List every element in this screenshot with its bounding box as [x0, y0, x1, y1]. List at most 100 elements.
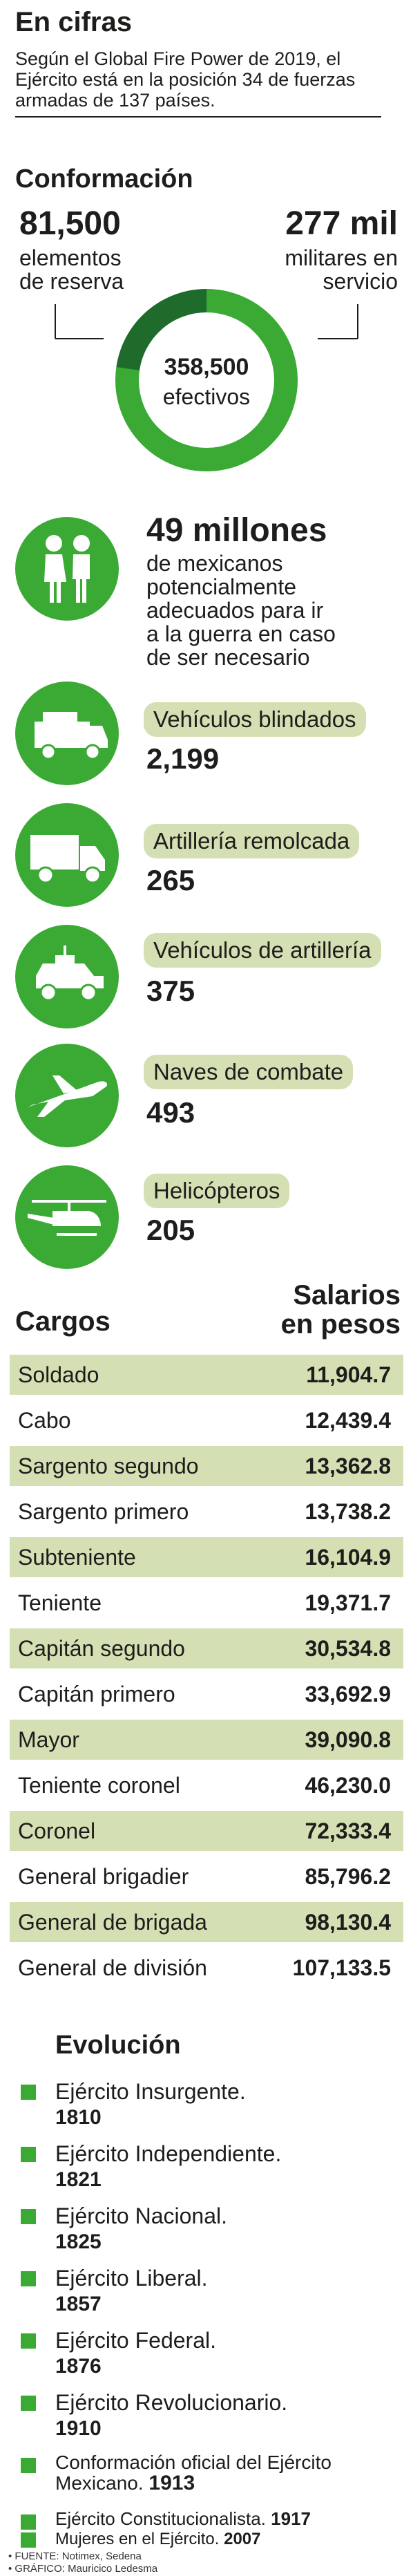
timeline-item: Mujeres en el Ejército. 2007 [21, 2530, 407, 2550]
equipment-count-armored: 2,199 [146, 742, 220, 775]
page-title: En cifras [15, 7, 132, 37]
timeline-year: 1910 [55, 2417, 102, 2440]
credit-note: • GRÁFICO: Mauricico Ledesma [8, 2563, 158, 2575]
salary-rank: General de brigada [18, 1910, 207, 1935]
evolucion-heading: Evolución [55, 2031, 181, 2060]
salary-value: 72,333.4 [305, 1818, 391, 1843]
reserve-label-1: elementos [19, 245, 122, 270]
timeline-text: Mujeres en el Ejército. [55, 2530, 220, 2548]
bullet-square [21, 2147, 36, 2162]
population-line-1: de mexicanos [146, 551, 283, 576]
equipment-count-helicopter: 205 [146, 1214, 195, 1246]
salary-value: 39,090.8 [305, 1727, 391, 1752]
total-label: efectivos [162, 384, 251, 409]
equipment-label-towed: Artillería remolcada [144, 824, 360, 858]
equipment-label-armored: Vehículos blindados [144, 702, 366, 737]
timeline-text: Ejército Revolucionario. [55, 2390, 288, 2415]
salary-row: Capitán primero 33,692.9 [10, 1674, 403, 1714]
salary-row: Sargento primero 13,738.2 [10, 1492, 403, 1532]
timeline-text: Ejército Federal. [55, 2328, 216, 2353]
bullet-square [21, 2532, 36, 2548]
timeline-text: Ejército Insurgente. [55, 2079, 246, 2104]
conformacion-heading: Conformación [15, 164, 193, 194]
timeline-text: Ejército Nacional. [55, 2203, 227, 2228]
divider [15, 116, 381, 117]
salary-row: Soldado 11,904.7 [10, 1355, 403, 1395]
helicopter-icon [15, 1165, 119, 1269]
population-line-5: de ser necesario [146, 645, 310, 670]
timeline-text: Ejército Independiente. [55, 2141, 282, 2166]
timeline-item: Ejército Insurgente. 1810 [21, 2079, 407, 2134]
equipment-count-aircraft: 493 [146, 1096, 195, 1129]
salary-row: General de división 107,133.5 [10, 1948, 403, 1988]
population-line-3: adecuados para ir [146, 598, 324, 623]
reserve-value: 81,500 [19, 205, 121, 242]
salary-rank: Teniente coronel [18, 1773, 180, 1798]
salary-rank: General de división [18, 1955, 207, 1980]
bullet-square [21, 2396, 36, 2411]
salary-value: 11,904.7 [306, 1362, 391, 1387]
timeline-year: 1857 [55, 2293, 102, 2315]
equipment-label-artillery: Vehículos de artillería [144, 933, 381, 968]
salary-row: Teniente coronel 46,230.0 [10, 1765, 403, 1805]
timeline-item: Ejército Independiente. 1821 [21, 2141, 407, 2197]
active-label-1: militares en [285, 245, 398, 270]
salary-rank: Sargento primero [18, 1499, 189, 1524]
salary-row: Teniente 19,371.7 [10, 1583, 403, 1623]
timeline-text: Conformación oficial del Ejército Mexica… [55, 2452, 332, 2494]
salary-value: 46,230.0 [305, 1773, 391, 1798]
timeline-year: 1876 [55, 2355, 102, 2378]
timeline-item: Conformación oficial del Ejército Mexica… [21, 2452, 407, 2508]
equipment-count-artillery: 375 [146, 975, 195, 1007]
equipment-label-helicopter: Helicópteros [144, 1174, 290, 1208]
timeline-item: Ejército Nacional. 1825 [21, 2203, 407, 2259]
salary-value: 13,738.2 [305, 1499, 391, 1524]
salaries-col-salary-2: en pesos [280, 1309, 401, 1339]
equipment-label-aircraft: Naves de combate [144, 1055, 354, 1089]
timeline-year: 1913 [148, 2472, 195, 2494]
timeline-year: 1825 [55, 2230, 102, 2253]
bullet-square [21, 2333, 36, 2349]
bullet-square [21, 2458, 36, 2473]
salary-row: Coronel 72,333.4 [10, 1811, 403, 1851]
salary-rank: Teniente [18, 1590, 102, 1615]
timeline-year: 1810 [55, 2106, 102, 2129]
salary-value: 98,130.4 [305, 1910, 391, 1935]
bullet-square [21, 2271, 36, 2286]
active-value: 277 mil [285, 205, 398, 242]
airplane-icon [15, 1044, 119, 1147]
salary-rank: General brigadier [18, 1864, 189, 1889]
intro-text: Según el Global Fire Power de 2019, el E… [15, 48, 356, 111]
salary-rank: Capitán primero [18, 1682, 175, 1707]
artillery-vehicle-icon [15, 925, 119, 1028]
salary-value: 16,104.9 [305, 1545, 391, 1570]
salary-rank: Cabo [18, 1408, 71, 1433]
reserve-label-2: de reserva [19, 269, 124, 294]
timeline-item: Ejército Revolucionario. 1910 [21, 2390, 407, 2445]
salaries-col-rank: Cargos [15, 1306, 111, 1337]
truck-icon [15, 803, 119, 907]
timeline-item: Ejército Constitucionalista. 1917 [21, 2509, 407, 2541]
salary-row: Mayor 39,090.8 [10, 1720, 403, 1760]
salary-value: 85,796.2 [305, 1864, 391, 1889]
timeline-text: Ejército Liberal. [55, 2266, 208, 2291]
salary-row: Subteniente 16,104.9 [10, 1537, 403, 1577]
salary-value: 33,692.9 [305, 1682, 391, 1707]
salary-rank: Sargento segundo [18, 1454, 199, 1478]
salary-value: 13,362.8 [305, 1454, 391, 1478]
salary-row: Cabo 12,439.4 [10, 1400, 403, 1440]
conformacion-donut [55, 289, 358, 471]
salaries-col-salary-1: Salarios [293, 1280, 401, 1310]
salary-rank: Subteniente [18, 1545, 136, 1570]
total-value: 358,500 [164, 354, 249, 380]
bullet-square [21, 2514, 36, 2530]
salary-row: Sargento segundo 13,362.8 [10, 1446, 403, 1486]
active-label-2: servicio [323, 269, 398, 294]
salary-value: 12,439.4 [305, 1408, 391, 1433]
armored-vehicle-icon [15, 681, 119, 785]
timeline-item: Ejército Liberal. 1857 [21, 2266, 407, 2321]
timeline-year: 1917 [271, 2508, 311, 2529]
people-icon [15, 517, 119, 621]
salary-value: 19,371.7 [305, 1590, 391, 1615]
salary-row: Capitán segundo 30,534.8 [10, 1628, 403, 1668]
